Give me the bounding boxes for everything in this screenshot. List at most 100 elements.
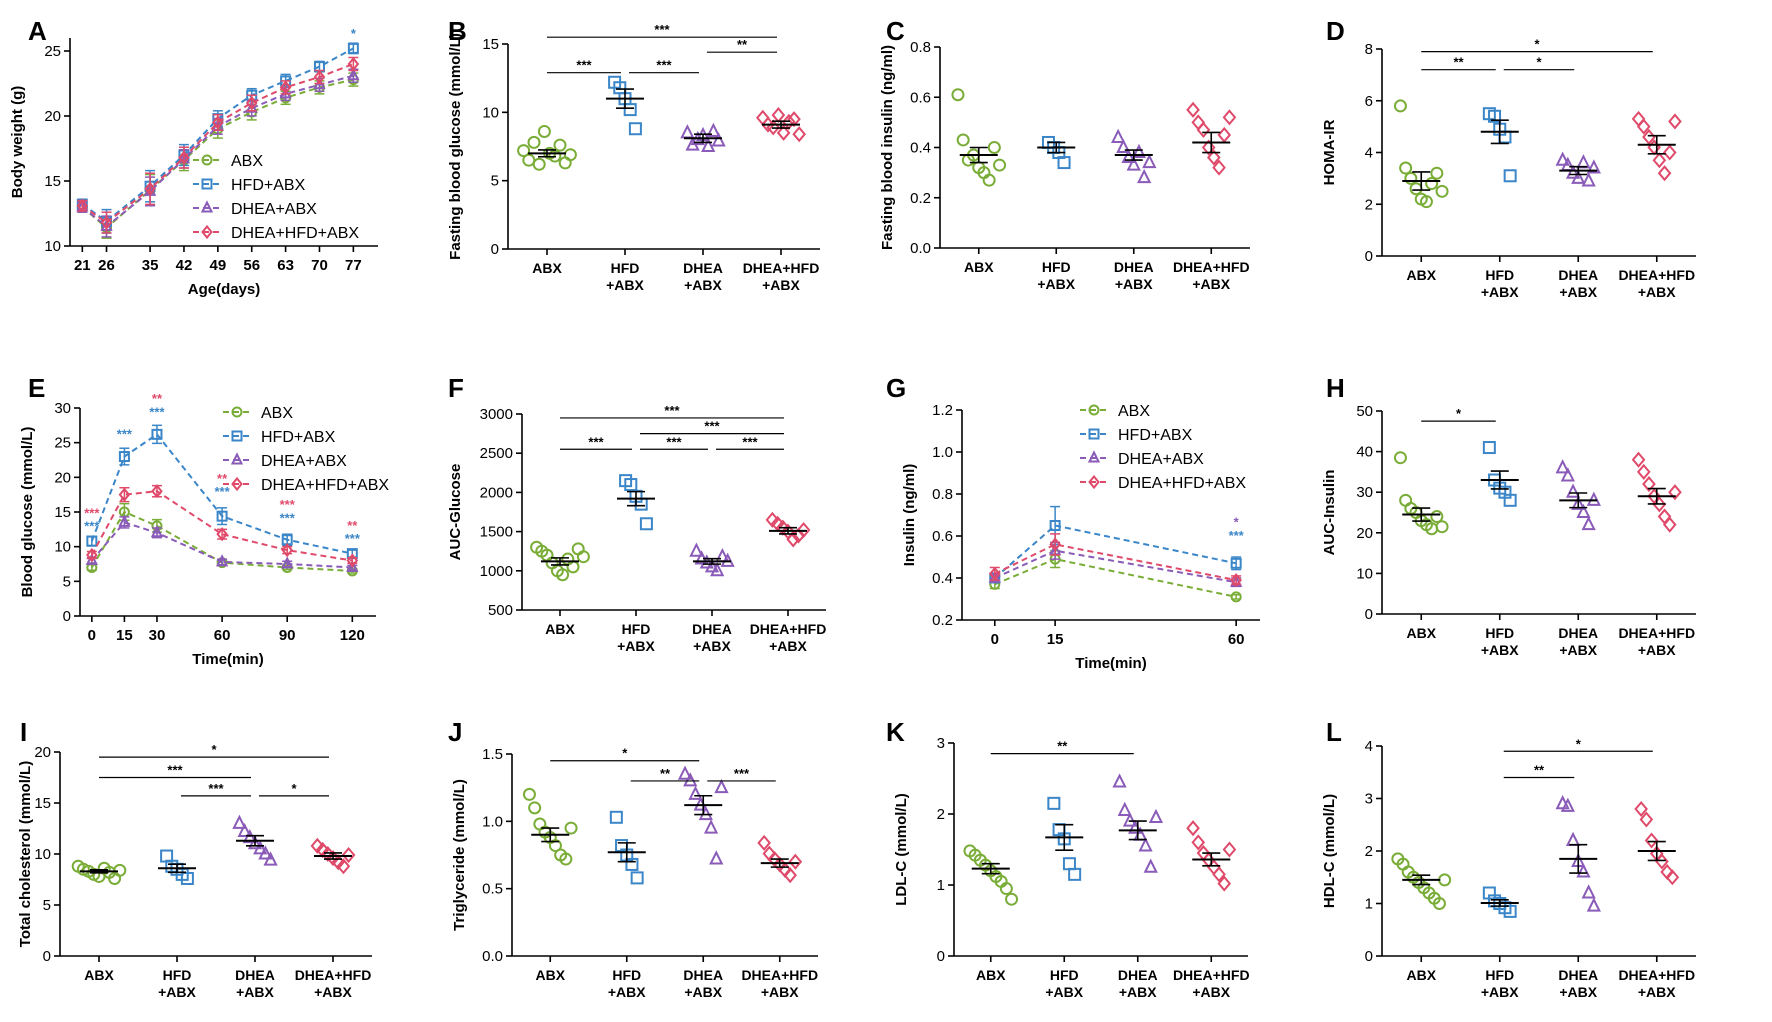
y-tick-label: 0.0 bbox=[482, 948, 503, 965]
data-point bbox=[1586, 159, 1601, 174]
y-tick-label: 0.4 bbox=[910, 140, 931, 157]
y-tick-label: 3000 bbox=[480, 406, 513, 423]
y-tick-label: 0 bbox=[1365, 248, 1373, 265]
data-point bbox=[263, 851, 278, 866]
data-point bbox=[1047, 796, 1061, 810]
y-tick-label: 4 bbox=[1365, 738, 1373, 755]
data-point bbox=[609, 810, 623, 824]
x-tick-label: HFD bbox=[622, 621, 651, 637]
data-point bbox=[639, 517, 653, 531]
x-tick-label: 0 bbox=[88, 627, 96, 644]
data-point bbox=[86, 535, 98, 547]
data-point bbox=[1049, 537, 1061, 552]
data-point bbox=[113, 863, 127, 877]
panel-letter: L bbox=[1326, 717, 1342, 747]
data-point bbox=[683, 772, 698, 787]
x-tick-label: ABX bbox=[545, 621, 575, 637]
panel-letter: J bbox=[448, 717, 462, 747]
legend-label: HFD+ABX bbox=[231, 177, 306, 194]
data-point bbox=[1399, 161, 1413, 175]
data-point bbox=[522, 153, 536, 167]
x-tick-label: +ABX bbox=[761, 984, 799, 1000]
data-point bbox=[331, 854, 346, 871]
data-point bbox=[528, 801, 542, 815]
data-point bbox=[1668, 113, 1682, 130]
legend-label: HFD+ABX bbox=[261, 429, 336, 446]
data-point bbox=[1049, 520, 1061, 531]
y-axis-label: HDL-C (mmol/L) bbox=[1321, 794, 1338, 908]
data-point bbox=[1138, 837, 1153, 852]
x-tick-label: DHEA bbox=[692, 621, 732, 637]
data-point bbox=[242, 828, 257, 844]
data-point bbox=[537, 124, 551, 138]
y-tick-label: 0 bbox=[43, 948, 51, 965]
data-point bbox=[522, 787, 536, 801]
significance-label: ** bbox=[660, 766, 671, 781]
x-tick-label: DHEA bbox=[1114, 259, 1154, 275]
data-point bbox=[1222, 841, 1237, 858]
data-point bbox=[85, 552, 98, 566]
legend-label: DHEA+HFD+ABX bbox=[1118, 475, 1246, 492]
significance-label: *** bbox=[84, 506, 100, 521]
data-point bbox=[341, 846, 356, 864]
x-tick-label: +ABX bbox=[1037, 276, 1075, 292]
legend-marker bbox=[1087, 450, 1101, 463]
data-point bbox=[1230, 591, 1242, 603]
data-point bbox=[982, 173, 996, 187]
data-point bbox=[1644, 832, 1659, 849]
y-tick-label: 6 bbox=[1365, 93, 1373, 110]
data-point bbox=[1191, 114, 1206, 131]
significance-label: * bbox=[291, 781, 297, 796]
data-point bbox=[100, 215, 113, 230]
data-point bbox=[1555, 459, 1570, 474]
panel-letter: A bbox=[28, 16, 47, 46]
data-point bbox=[151, 428, 163, 440]
series-line bbox=[994, 558, 1237, 598]
legend-marker bbox=[200, 200, 214, 213]
data-point bbox=[1068, 867, 1082, 881]
x-tick-label: +ABX bbox=[1192, 276, 1230, 292]
y-tick-label: 0.6 bbox=[910, 89, 931, 106]
x-axis-label: Age(days) bbox=[188, 281, 261, 298]
data-point bbox=[783, 867, 797, 884]
x-tick-label: +ABX bbox=[684, 277, 722, 293]
data-point bbox=[1560, 467, 1575, 482]
data-point bbox=[1662, 516, 1677, 533]
data-point bbox=[1142, 153, 1157, 169]
significance-label: * bbox=[351, 26, 357, 41]
x-tick-label: 63 bbox=[277, 257, 294, 274]
x-tick-label: 15 bbox=[116, 627, 133, 644]
significance-label: *** bbox=[149, 404, 165, 419]
x-axis-label: Time(min) bbox=[192, 651, 263, 668]
x-tick-label: +ABX bbox=[1045, 984, 1083, 1000]
data-point bbox=[710, 562, 725, 577]
data-point bbox=[689, 542, 704, 557]
y-tick-label: 0.2 bbox=[910, 190, 931, 207]
x-tick-label: +ABX bbox=[236, 984, 274, 1000]
data-point bbox=[688, 785, 703, 800]
significance-label: * bbox=[1234, 515, 1240, 530]
x-tick-label: DHEA+HFD bbox=[1618, 625, 1695, 641]
data-point bbox=[279, 86, 292, 99]
data-point bbox=[1148, 808, 1164, 824]
data-point bbox=[178, 150, 190, 165]
data-point bbox=[1642, 128, 1656, 146]
data-point bbox=[1212, 159, 1226, 176]
x-tick-label: DHEA+HFD bbox=[1173, 259, 1250, 275]
data-point bbox=[993, 158, 1007, 172]
data-point bbox=[1207, 859, 1221, 876]
significance-label: * bbox=[1456, 406, 1462, 421]
series-line bbox=[91, 521, 353, 569]
x-tick-label: DHEA+HFD bbox=[750, 621, 827, 637]
x-tick-label: +ABX bbox=[1115, 276, 1153, 292]
data-point bbox=[118, 451, 130, 463]
x-tick-label: ABX bbox=[532, 260, 562, 276]
y-tick-label: 0.2 bbox=[932, 612, 953, 629]
data-point bbox=[1631, 451, 1646, 468]
data-point bbox=[628, 122, 642, 136]
x-tick-label: 42 bbox=[176, 257, 193, 274]
y-tick-label: 10 bbox=[44, 238, 61, 255]
legend-marker bbox=[1088, 474, 1100, 490]
legend-marker bbox=[231, 430, 243, 442]
data-point bbox=[709, 850, 724, 865]
